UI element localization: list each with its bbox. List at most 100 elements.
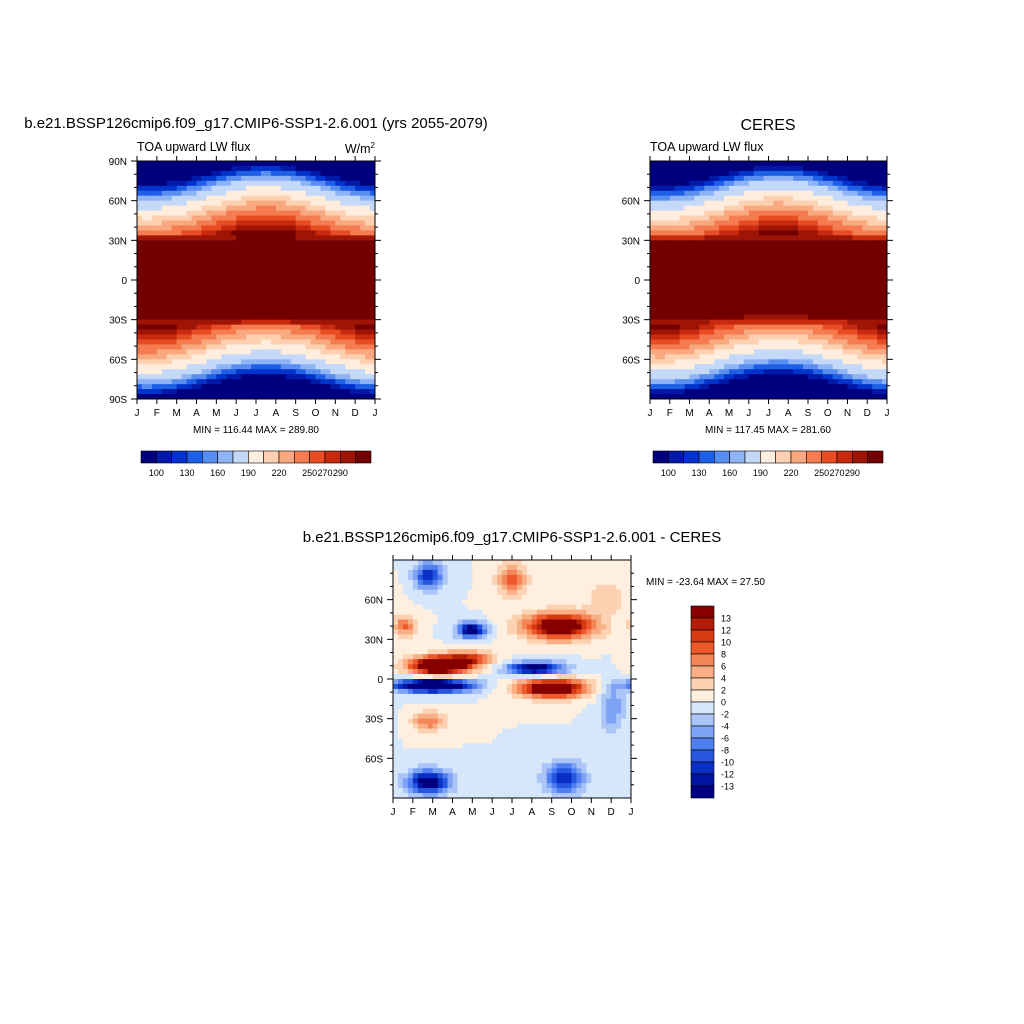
- heatmap-cell: [808, 215, 814, 222]
- heatmap-cell: [689, 270, 696, 276]
- heatmap-cell: [290, 379, 297, 385]
- heatmap-cell: [793, 364, 799, 370]
- heatmap-cell: [847, 304, 854, 311]
- heatmap-cell: [773, 284, 779, 291]
- heatmap-cell: [798, 165, 804, 172]
- heatmap-cell: [729, 280, 735, 286]
- heatmap-cell: [803, 364, 809, 370]
- heatmap-cell: [729, 299, 735, 306]
- heatmap-cell: [664, 374, 671, 380]
- heatmap-cell: [674, 255, 681, 261]
- heatmap-cell: [872, 374, 878, 380]
- heatmap-cell: [166, 280, 173, 286]
- heatmap-cell: [330, 225, 336, 232]
- heatmap-cell: [738, 339, 745, 346]
- heatmap-cell: [290, 180, 297, 187]
- heatmap-cell: [793, 369, 799, 375]
- heatmap-cell: [773, 265, 779, 271]
- heatmap-cell: [822, 289, 829, 296]
- heatmap-cell: [606, 564, 612, 571]
- heatmap-cell: [350, 250, 356, 256]
- heatmap-cell: [270, 289, 277, 296]
- colorbar-label: 190: [753, 468, 768, 478]
- heatmap-cell: [151, 284, 158, 291]
- heatmap-cell: [246, 230, 252, 236]
- heatmap-cell: [852, 314, 858, 321]
- heatmap-cell: [729, 344, 735, 351]
- heatmap-cell: [852, 374, 858, 380]
- heatmap-cell: [803, 185, 809, 192]
- heatmap-cell: [141, 210, 148, 217]
- heatmap-cell: [365, 374, 371, 380]
- heatmap-cell: [748, 215, 755, 222]
- heatmap-cell: [867, 369, 873, 375]
- heatmap-cell: [704, 185, 710, 192]
- heatmap-cell: [345, 324, 351, 331]
- heatmap-cell: [181, 280, 188, 286]
- heatmap-cell: [226, 220, 232, 227]
- heatmap-cell: [370, 245, 375, 251]
- heatmap-cell: [788, 364, 794, 370]
- heatmap-cell: [216, 245, 222, 251]
- heatmap-cell: [748, 170, 755, 177]
- heatmap-cell: [290, 175, 297, 182]
- heatmap-cell: [186, 309, 193, 316]
- heatmap-cell: [748, 275, 755, 281]
- heatmap-cell: [201, 339, 208, 346]
- heatmap-cell: [246, 319, 252, 326]
- heatmap-cell: [837, 215, 844, 222]
- heatmap-cell: [226, 270, 232, 276]
- heatmap-cell: [260, 299, 267, 306]
- heatmap-cell: [867, 260, 873, 266]
- heatmap-cell: [350, 334, 356, 341]
- heatmap-cell: [236, 235, 242, 241]
- heatmap-cell: [882, 245, 887, 251]
- heatmap-cell: [151, 180, 158, 187]
- heatmap-cell: [812, 210, 819, 217]
- heatmap-cell: [709, 180, 715, 187]
- heatmap-cell: [714, 369, 720, 375]
- heatmap-cell: [837, 299, 844, 306]
- heatmap-cell: [758, 339, 765, 346]
- heatmap-cell: [422, 560, 429, 566]
- heatmap-cell: [335, 185, 341, 192]
- heatmap-cell: [822, 304, 829, 311]
- heatmap-cell: [181, 369, 188, 375]
- heatmap-cell: [827, 354, 834, 360]
- heatmap-cell: [221, 250, 227, 256]
- heatmap-cell: [654, 334, 661, 341]
- heatmap-cell: [521, 560, 528, 566]
- heatmap-cell: [320, 165, 327, 172]
- heatmap-cell: [201, 309, 208, 316]
- heatmap-cell: [753, 394, 760, 399]
- heatmap-cell: [798, 304, 804, 311]
- heatmap-cell: [812, 180, 819, 187]
- heatmap-cell: [360, 389, 366, 395]
- heatmap-cell: [201, 230, 208, 236]
- heatmap-cell: [758, 379, 765, 385]
- heatmap-cell: [370, 389, 375, 395]
- heatmap-cell: [822, 319, 829, 326]
- heatmap-cell: [256, 245, 262, 251]
- heatmap-cell: [251, 354, 257, 360]
- heatmap-cell: [146, 324, 153, 331]
- heatmap-cell: [256, 304, 262, 311]
- heatmap-cell: [166, 200, 173, 207]
- heatmap-cell: [325, 250, 331, 256]
- heatmap-cell: [738, 379, 745, 385]
- heatmap-cell: [246, 280, 252, 286]
- heatmap-cell: [295, 255, 302, 261]
- heatmap-cell: [260, 374, 267, 380]
- heatmap-cell: [664, 334, 671, 341]
- heatmap-cell: [768, 170, 775, 177]
- heatmap-cell: [773, 250, 779, 256]
- heatmap-cell: [176, 220, 183, 227]
- heatmap-cell: [176, 190, 183, 197]
- heatmap-cell: [822, 389, 829, 395]
- heatmap-cell: [310, 329, 317, 336]
- heatmap-cell: [822, 309, 829, 316]
- heatmap-cell: [345, 299, 351, 306]
- heatmap-cell: [231, 255, 237, 261]
- heatmap-cell: [798, 255, 804, 261]
- heatmap-cell: [832, 299, 839, 306]
